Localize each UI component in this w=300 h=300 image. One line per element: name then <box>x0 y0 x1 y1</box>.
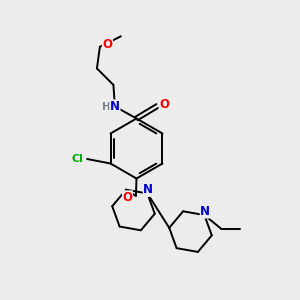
Text: O: O <box>159 98 169 111</box>
Text: N: N <box>110 100 120 113</box>
Text: H: H <box>102 101 111 112</box>
Text: O: O <box>102 38 112 51</box>
Text: N: N <box>200 205 210 218</box>
Text: N: N <box>143 183 153 196</box>
Text: O: O <box>122 191 133 204</box>
Text: Cl: Cl <box>72 154 83 164</box>
